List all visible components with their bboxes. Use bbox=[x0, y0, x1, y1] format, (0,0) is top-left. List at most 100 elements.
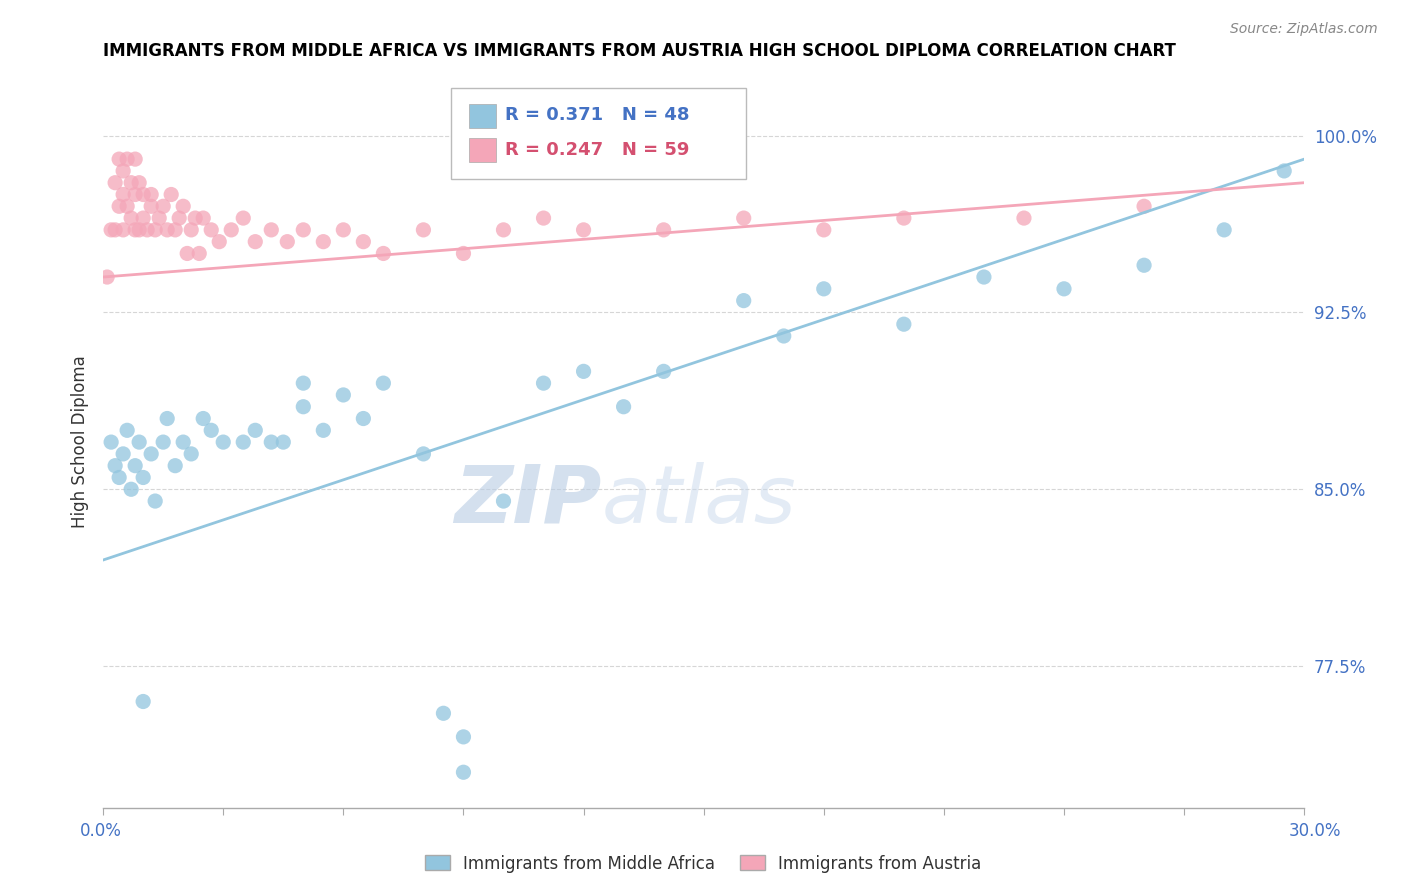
Point bbox=[141, 187, 163, 202]
Point bbox=[260, 223, 283, 237]
Point bbox=[152, 199, 174, 213]
Point bbox=[124, 187, 146, 202]
Point bbox=[893, 317, 915, 331]
Point bbox=[148, 211, 170, 225]
Point bbox=[492, 223, 515, 237]
FancyBboxPatch shape bbox=[470, 138, 496, 162]
Point bbox=[453, 730, 475, 744]
Point bbox=[108, 470, 131, 484]
Point bbox=[152, 435, 174, 450]
Point bbox=[124, 223, 146, 237]
Point bbox=[96, 270, 118, 285]
Point bbox=[176, 246, 198, 260]
Point bbox=[1272, 164, 1295, 178]
Point bbox=[124, 458, 146, 473]
Point bbox=[104, 176, 127, 190]
Point bbox=[813, 282, 835, 296]
Text: ZIP: ZIP bbox=[454, 461, 602, 540]
Point bbox=[312, 235, 335, 249]
Point bbox=[180, 447, 202, 461]
Point bbox=[245, 423, 267, 437]
Text: atlas: atlas bbox=[602, 461, 796, 540]
Y-axis label: High School Diploma: High School Diploma bbox=[72, 356, 89, 528]
Point bbox=[533, 376, 555, 391]
Point bbox=[412, 223, 434, 237]
Point bbox=[167, 211, 190, 225]
Legend: Immigrants from Middle Africa, Immigrants from Austria: Immigrants from Middle Africa, Immigrant… bbox=[418, 848, 988, 880]
Point bbox=[208, 235, 231, 249]
Point bbox=[143, 494, 166, 508]
Point bbox=[132, 470, 155, 484]
Point bbox=[1213, 223, 1236, 237]
Point bbox=[893, 211, 915, 225]
Point bbox=[352, 235, 374, 249]
Point bbox=[613, 400, 636, 414]
Point bbox=[108, 199, 131, 213]
Point bbox=[141, 447, 163, 461]
Point bbox=[112, 187, 135, 202]
Point bbox=[132, 211, 155, 225]
Point bbox=[453, 246, 475, 260]
Text: R = 0.247   N = 59: R = 0.247 N = 59 bbox=[506, 141, 690, 159]
Point bbox=[115, 423, 138, 437]
Point bbox=[572, 223, 595, 237]
Point bbox=[1012, 211, 1035, 225]
Point bbox=[156, 411, 179, 425]
Point bbox=[136, 223, 159, 237]
Point bbox=[165, 458, 187, 473]
Point bbox=[172, 199, 194, 213]
Point bbox=[184, 211, 207, 225]
Point bbox=[128, 223, 150, 237]
Point bbox=[132, 694, 155, 708]
Point bbox=[180, 223, 202, 237]
FancyBboxPatch shape bbox=[470, 103, 496, 128]
Point bbox=[112, 164, 135, 178]
Point bbox=[188, 246, 211, 260]
Point bbox=[373, 376, 395, 391]
Point bbox=[172, 435, 194, 450]
Point bbox=[453, 765, 475, 780]
Point bbox=[572, 364, 595, 378]
Point bbox=[432, 706, 454, 721]
Point bbox=[219, 223, 242, 237]
Point bbox=[143, 223, 166, 237]
Point bbox=[733, 293, 755, 308]
Point bbox=[733, 211, 755, 225]
Point bbox=[120, 176, 142, 190]
Text: Source: ZipAtlas.com: Source: ZipAtlas.com bbox=[1230, 22, 1378, 37]
Point bbox=[112, 447, 135, 461]
Point bbox=[332, 223, 354, 237]
Point bbox=[292, 376, 315, 391]
Point bbox=[120, 483, 142, 497]
Text: 30.0%: 30.0% bbox=[1288, 822, 1341, 840]
Point bbox=[1133, 258, 1156, 272]
FancyBboxPatch shape bbox=[451, 87, 745, 179]
Point bbox=[156, 223, 179, 237]
Point bbox=[271, 435, 294, 450]
Point bbox=[141, 199, 163, 213]
Point bbox=[260, 435, 283, 450]
Point bbox=[128, 435, 150, 450]
Point bbox=[1133, 199, 1156, 213]
Point bbox=[212, 435, 235, 450]
Text: R = 0.371   N = 48: R = 0.371 N = 48 bbox=[506, 106, 690, 124]
Point bbox=[132, 187, 155, 202]
Point bbox=[124, 152, 146, 166]
Point bbox=[412, 447, 434, 461]
Point bbox=[652, 223, 675, 237]
Point bbox=[652, 364, 675, 378]
Point bbox=[120, 211, 142, 225]
Point bbox=[115, 152, 138, 166]
Point bbox=[104, 223, 127, 237]
Point bbox=[100, 223, 122, 237]
Point bbox=[276, 235, 298, 249]
Point bbox=[813, 223, 835, 237]
Point bbox=[108, 152, 131, 166]
Point bbox=[115, 199, 138, 213]
Point bbox=[352, 411, 374, 425]
Point bbox=[200, 223, 222, 237]
Point bbox=[332, 388, 354, 402]
Point bbox=[533, 211, 555, 225]
Point bbox=[232, 211, 254, 225]
Point bbox=[232, 435, 254, 450]
